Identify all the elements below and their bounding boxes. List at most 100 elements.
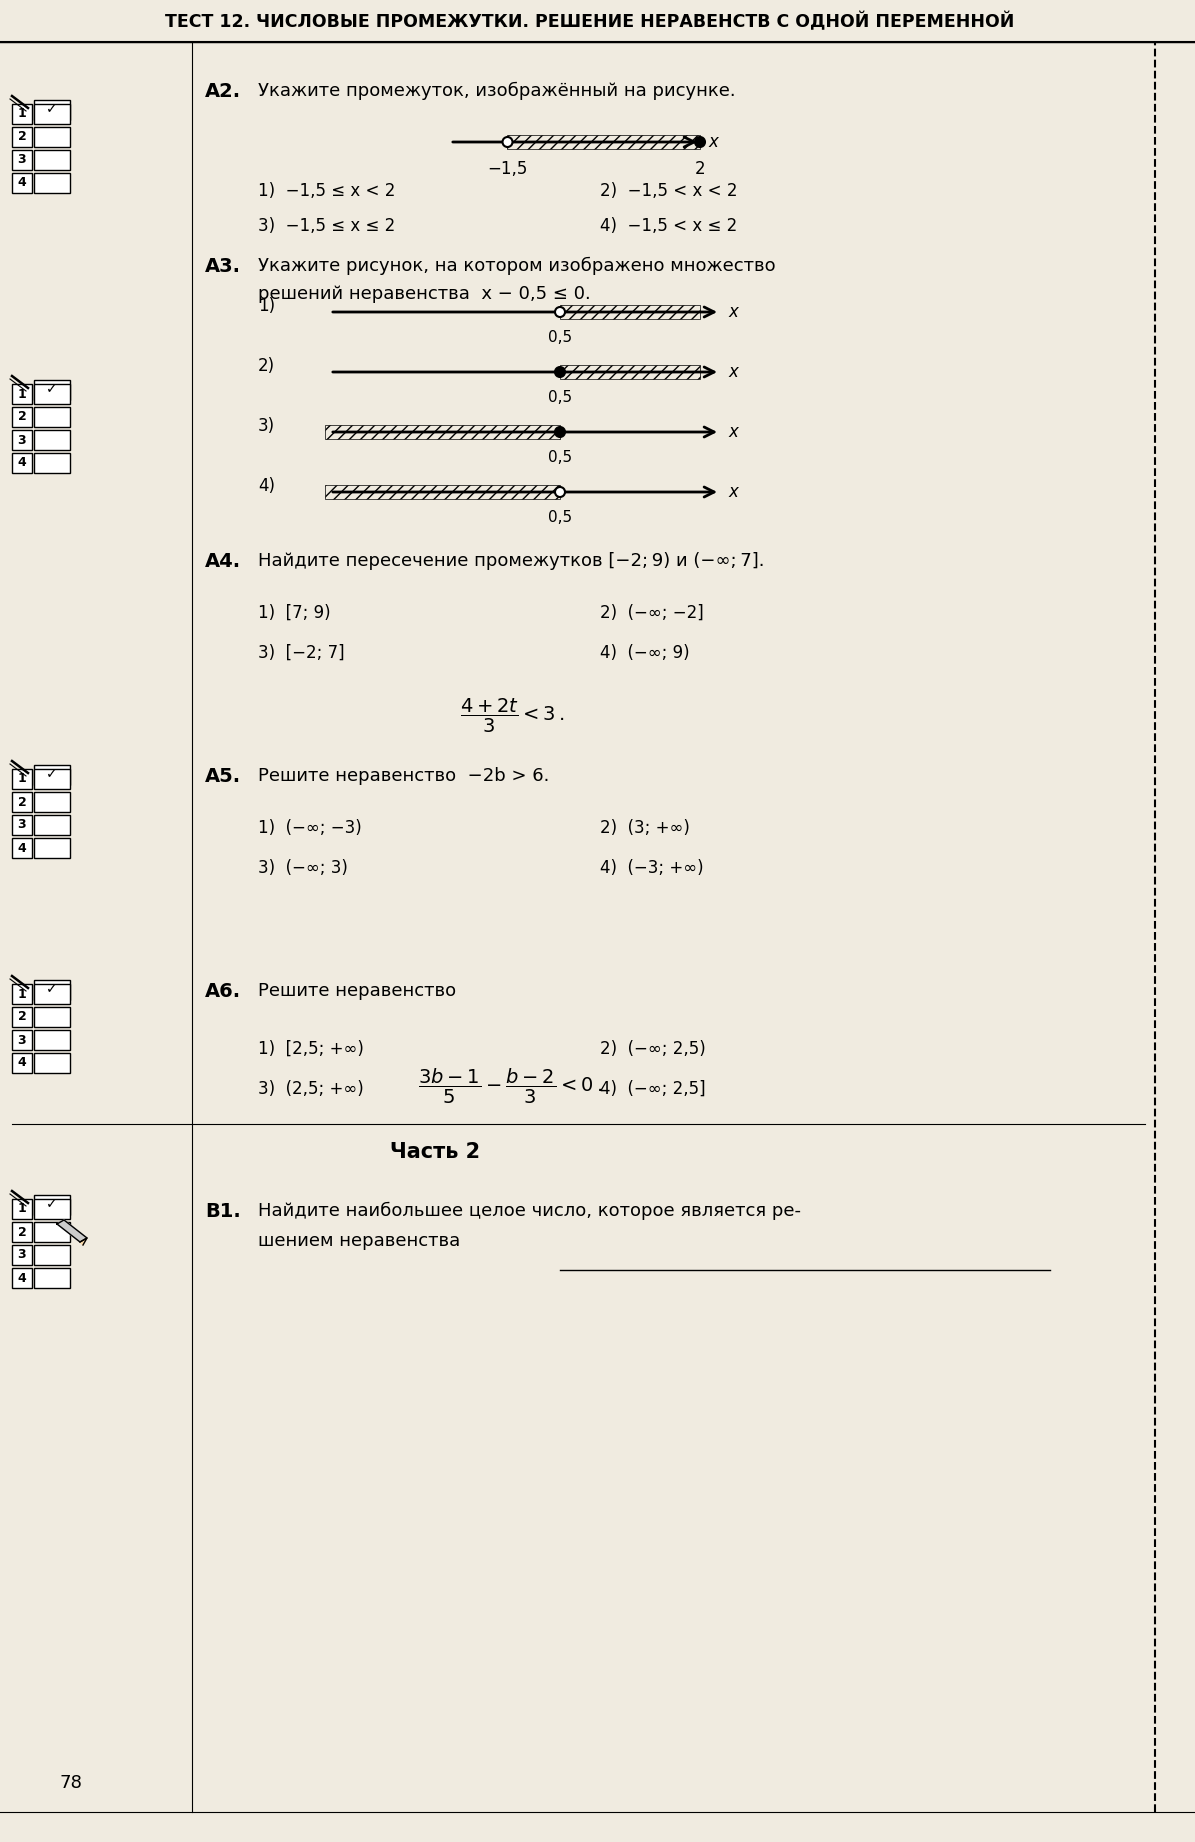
Text: 4)  (−∞; 2,5]: 4) (−∞; 2,5] — [600, 1079, 705, 1098]
Text: 1: 1 — [18, 387, 26, 400]
Bar — [33, 768, 71, 788]
Text: 0,5: 0,5 — [549, 510, 572, 525]
Text: 1: 1 — [18, 1203, 26, 1216]
Bar — [12, 814, 32, 834]
Text: $\dfrac{4+2t}{3} < 3\,.$: $\dfrac{4+2t}{3} < 3\,.$ — [460, 698, 564, 735]
Text: 2: 2 — [18, 796, 26, 809]
Bar — [33, 814, 71, 834]
Bar — [33, 1054, 71, 1074]
Text: $\dfrac{3b-1}{5} - \dfrac{b-2}{3} < 0\,.$: $\dfrac{3b-1}{5} - \dfrac{b-2}{3} < 0\,.… — [418, 1067, 602, 1107]
Bar — [12, 103, 32, 123]
Polygon shape — [80, 1238, 87, 1245]
Text: 3)  (2,5; +∞): 3) (2,5; +∞) — [258, 1079, 363, 1098]
Text: 4)  −1,5 < x ≤ 2: 4) −1,5 < x ≤ 2 — [600, 217, 737, 236]
Text: ТЕСТ 12. ЧИСЛОВЫЕ ПРОМЕЖУТКИ. РЕШЕНИЕ НЕРАВЕНСТВ С ОДНОЙ ПЕРЕМЕННОЙ: ТЕСТ 12. ЧИСЛОВЫЕ ПРОМЕЖУТКИ. РЕШЕНИЕ НЕ… — [165, 13, 1015, 31]
Text: ✓: ✓ — [47, 982, 57, 997]
Text: 4): 4) — [258, 477, 275, 495]
Text: 3: 3 — [18, 153, 26, 166]
Bar — [33, 379, 71, 400]
Circle shape — [554, 367, 565, 378]
Bar — [33, 1030, 71, 1050]
Text: 0,5: 0,5 — [549, 330, 572, 344]
Bar — [33, 764, 71, 785]
Text: x: x — [728, 302, 737, 321]
Circle shape — [554, 427, 565, 437]
Text: −1,5: −1,5 — [488, 160, 528, 179]
Text: 1: 1 — [18, 987, 26, 1000]
Text: 1): 1) — [258, 297, 275, 315]
Text: Решите неравенство  −2b > 6.: Решите неравенство −2b > 6. — [258, 766, 550, 785]
Bar — [33, 99, 71, 120]
Text: 3)  (−∞; 3): 3) (−∞; 3) — [258, 858, 348, 877]
Circle shape — [554, 486, 565, 497]
Text: 2: 2 — [694, 160, 705, 179]
Text: шением неравенства: шением неравенства — [258, 1232, 460, 1251]
Bar — [33, 792, 71, 812]
Text: 3: 3 — [18, 818, 26, 831]
Bar — [12, 768, 32, 788]
Bar — [33, 980, 71, 1000]
Text: 2: 2 — [18, 131, 26, 144]
Bar — [33, 383, 71, 403]
Bar — [33, 1199, 71, 1219]
Text: 1)  (−∞; −3): 1) (−∞; −3) — [258, 820, 362, 836]
Text: 2): 2) — [258, 357, 275, 376]
Bar — [12, 383, 32, 403]
Text: 4: 4 — [18, 842, 26, 855]
Text: А2.: А2. — [206, 83, 241, 101]
Bar — [12, 792, 32, 812]
Bar — [33, 984, 71, 1004]
Text: 4)  (−∞; 9): 4) (−∞; 9) — [600, 645, 690, 661]
Text: Укажите рисунок, на котором изображено множество: Укажите рисунок, на котором изображено м… — [258, 258, 776, 274]
Text: 4: 4 — [18, 177, 26, 190]
Text: А4.: А4. — [206, 553, 241, 571]
Text: 1)  [2,5; +∞): 1) [2,5; +∞) — [258, 1041, 363, 1057]
Text: 1: 1 — [18, 107, 26, 120]
Text: 2)  (−∞; −2]: 2) (−∞; −2] — [600, 604, 704, 623]
Text: x: x — [707, 133, 718, 151]
Text: 4: 4 — [18, 1271, 26, 1284]
Text: x: x — [728, 363, 737, 381]
Text: 4)  (−3; +∞): 4) (−3; +∞) — [600, 858, 704, 877]
Bar — [12, 1030, 32, 1050]
Text: Решите неравенство: Решите неравенство — [258, 982, 456, 1000]
Bar — [12, 453, 32, 473]
Text: А6.: А6. — [206, 982, 241, 1000]
Text: ✓: ✓ — [47, 381, 57, 396]
Circle shape — [695, 136, 705, 147]
Text: Найдите пересечение промежутков [−2; 9) и (−∞; 7].: Найдите пересечение промежутков [−2; 9) … — [258, 553, 765, 569]
Bar — [33, 1008, 71, 1028]
Text: x: x — [728, 424, 737, 440]
Bar — [12, 429, 32, 449]
Text: ✓: ✓ — [47, 766, 57, 781]
Bar — [12, 149, 32, 169]
Bar — [33, 103, 71, 123]
Bar — [12, 1221, 32, 1242]
Polygon shape — [57, 1219, 87, 1242]
Bar — [33, 149, 71, 169]
Text: Укажите промежуток, изображённый на рисунке.: Укажите промежуток, изображённый на рису… — [258, 83, 736, 99]
Text: Найдите наибольшее целое число, которое является ре-: Найдите наибольшее целое число, которое … — [258, 1203, 801, 1219]
Text: Часть 2: Часть 2 — [390, 1142, 480, 1162]
Bar — [33, 1267, 71, 1288]
Text: ✓: ✓ — [47, 101, 57, 116]
Bar — [33, 838, 71, 858]
Text: 1: 1 — [18, 772, 26, 785]
Text: 2: 2 — [18, 411, 26, 424]
Text: ✓: ✓ — [47, 1197, 57, 1210]
Text: 4: 4 — [18, 457, 26, 470]
Text: А3.: А3. — [206, 258, 241, 276]
Text: 1)  −1,5 ≤ x < 2: 1) −1,5 ≤ x < 2 — [258, 182, 396, 201]
Text: 3: 3 — [18, 1033, 26, 1046]
Text: 2: 2 — [18, 1225, 26, 1238]
Bar — [12, 1199, 32, 1219]
Bar — [33, 173, 71, 193]
Bar — [33, 453, 71, 473]
Bar — [12, 1245, 32, 1265]
Text: 2)  (3; +∞): 2) (3; +∞) — [600, 820, 690, 836]
Text: В1.: В1. — [206, 1203, 240, 1221]
Bar — [12, 984, 32, 1004]
Bar — [33, 429, 71, 449]
Text: 2: 2 — [18, 1011, 26, 1024]
Text: 2)  −1,5 < x < 2: 2) −1,5 < x < 2 — [600, 182, 737, 201]
